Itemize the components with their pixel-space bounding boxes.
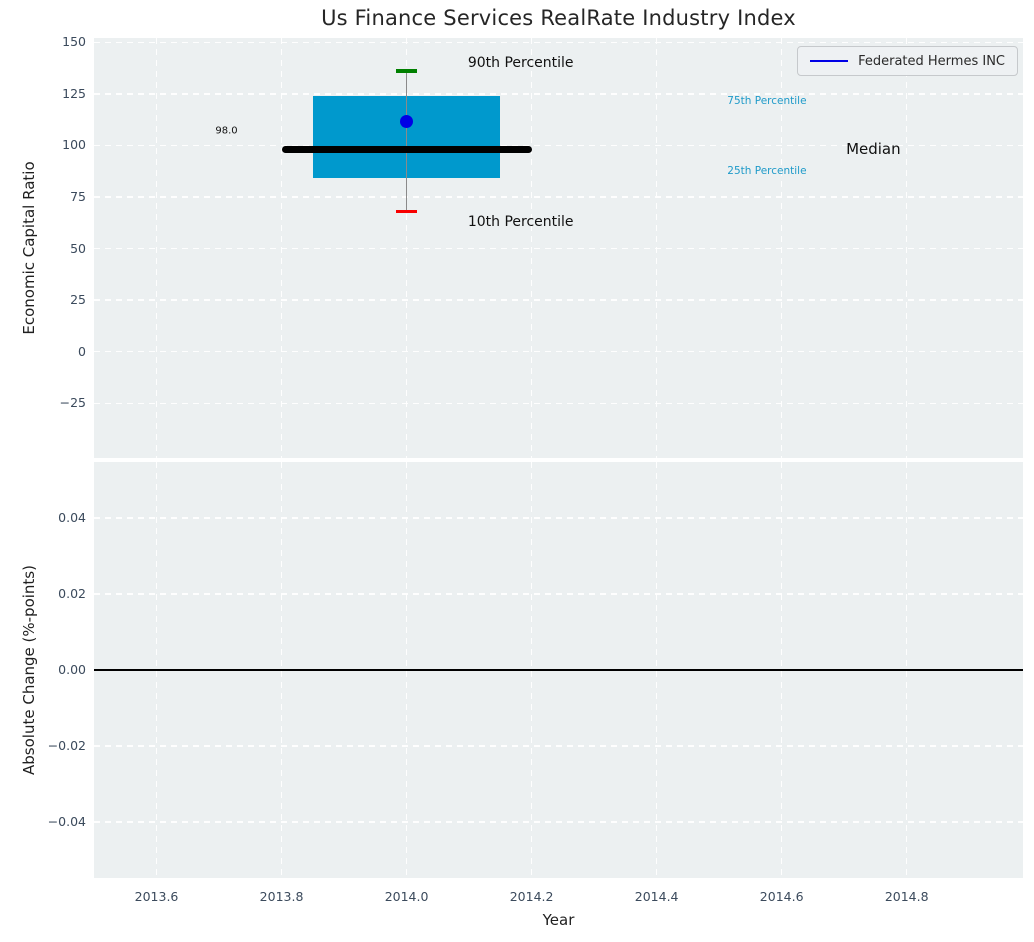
legend-label: Federated Hermes INC: [858, 53, 1005, 69]
gridline-y-100: [94, 144, 1023, 147]
y-tick-label: 150: [62, 34, 86, 50]
gridline-y-−25: [94, 402, 1023, 405]
annotation-median-value: 98.0: [215, 125, 238, 137]
gridline-y-−0.02: [94, 745, 1023, 747]
zero-line: [94, 669, 1023, 671]
y-tick-label: −0.04: [47, 814, 86, 830]
y-tick-label: 75: [70, 189, 86, 205]
y-tick-label: −25: [59, 395, 86, 411]
gridline-y-−0.04: [94, 821, 1023, 823]
gridline-y-0: [94, 351, 1023, 353]
x-tick-label: 2014.4: [634, 889, 679, 904]
y-tick-label: 100: [62, 137, 86, 153]
y-tick-label: 0.02: [58, 585, 86, 601]
y-tick-label: 0.04: [58, 509, 86, 525]
annotation-25th-percentile: 25th Percentile: [727, 165, 807, 178]
gridline-y-125: [94, 93, 1023, 95]
x-tick-label: 2014.6: [759, 889, 804, 904]
x-tick-label: 2014.8: [884, 889, 929, 904]
y-tick-label: 0.00: [58, 662, 86, 677]
annotation-10th-percentile: 10th Percentile: [467, 213, 574, 230]
y-tick-label: −0.02: [47, 738, 86, 754]
x-axis-label: Year: [542, 911, 575, 929]
annotation-median: Median: [846, 139, 901, 158]
company-dot: [400, 115, 414, 129]
gridline-y-0.04: [94, 517, 1023, 519]
median-line: [281, 146, 532, 154]
gridline-y-75: [94, 196, 1023, 198]
gridline-y-150: [94, 41, 1023, 44]
annotation-90th-percentile: 90th Percentile: [467, 54, 574, 71]
bottom-plot-area: [94, 462, 1023, 878]
top-plot-area: [94, 38, 1023, 458]
whisker-cap-90th: [395, 69, 418, 73]
gridline-y-50: [94, 247, 1023, 250]
y-tick-label: 125: [62, 85, 86, 101]
whisker-line: [405, 71, 408, 212]
gridline-y-25: [94, 299, 1023, 301]
x-tick-label: 2014.0: [384, 889, 429, 904]
x-tick-label: 2013.8: [259, 889, 304, 904]
annotation-75th-percentile: 75th Percentile: [727, 95, 807, 108]
legend: Federated Hermes INC: [797, 46, 1018, 76]
y-tick-label: 0: [78, 343, 86, 359]
chart-title: Us Finance Services RealRate Industry In…: [321, 6, 796, 30]
legend-line-icon: [810, 59, 849, 63]
gridline-y-0.02: [94, 593, 1023, 595]
x-tick-label: 2013.6: [134, 889, 179, 904]
whisker-cap-10th: [395, 209, 418, 214]
x-tick-label: 2014.2: [509, 889, 554, 904]
y-tick-label: 25: [70, 292, 86, 308]
y-tick-label: 50: [70, 240, 86, 256]
